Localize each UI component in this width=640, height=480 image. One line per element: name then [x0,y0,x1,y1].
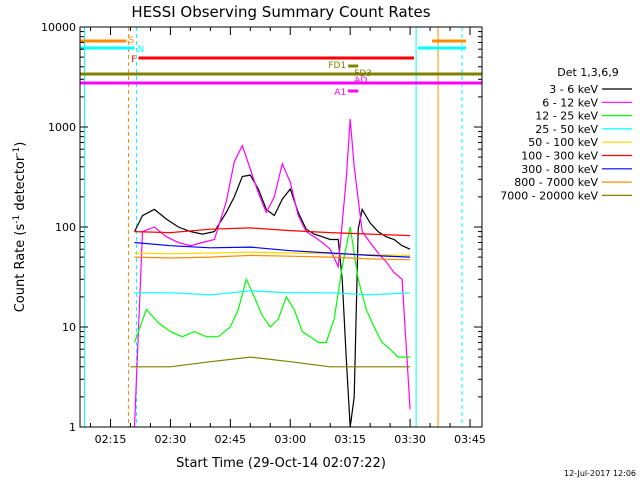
flag-label-fd1: FD1 [328,61,346,71]
series-line-5 [134,227,411,237]
x-tick-label: 03:15 [334,433,366,446]
x-tick-label: 03:30 [394,433,426,446]
legend-entry-label-7: 800 - 7000 keV [514,176,598,189]
y-axis-label: Count Rate (s-1 detector-1) [12,142,28,313]
flag-label-s: S [128,36,134,46]
chart-title: HESSI Observing Summary Count Rates [131,3,430,21]
legend-entry-label-0: 3 - 6 keV [549,83,598,96]
y-tick-label: 10 [62,321,76,334]
flag-label-fd3: FD3 [354,69,372,79]
legend-entry-label-3: 25 - 50 keV [535,123,598,136]
x-tick-label: 03:45 [454,433,486,446]
y-tick-label: 10000 [41,21,76,34]
x-tick-label: 02:15 [95,433,127,446]
flag-label-ad: AD [354,76,367,86]
legend-entry-label-4: 50 - 100 keV [528,136,598,149]
series-line-1 [133,119,411,428]
y-tick-label: 1000 [48,121,76,134]
series-line-7 [134,254,411,261]
x-tick-label: 03:00 [274,433,306,446]
series-line-8 [130,356,411,368]
legend-entry-label-2: 12 - 25 keV [535,110,598,123]
series-line-6 [134,241,411,258]
date-stamp: 12-Jul-2017 12:06 [564,469,636,478]
series-line-2 [133,226,411,358]
flag-label-f: F [131,55,136,65]
y-tick-label: 100 [55,221,76,234]
series-line-3 [134,290,411,296]
legend-entry-label-5: 100 - 300 keV [521,150,598,163]
x-tick-label: 02:30 [155,433,187,446]
x-axis-label: Start Time (29-Oct-14 02:07:22) [176,456,386,471]
legend-entry-label-8: 7000 - 20000 keV [500,189,598,202]
legend-entry-label-6: 300 - 800 keV [521,163,598,176]
legend-title: Det 1,3,6,9 [557,66,619,79]
legend-entry-label-1: 6 - 12 keV [542,96,598,109]
y-tick-label: 1 [69,421,76,434]
flag-label-n: N [137,45,144,55]
series-line-0 [133,174,411,428]
flag-label-a1: A1 [334,88,346,98]
x-tick-label: 02:45 [214,433,246,446]
